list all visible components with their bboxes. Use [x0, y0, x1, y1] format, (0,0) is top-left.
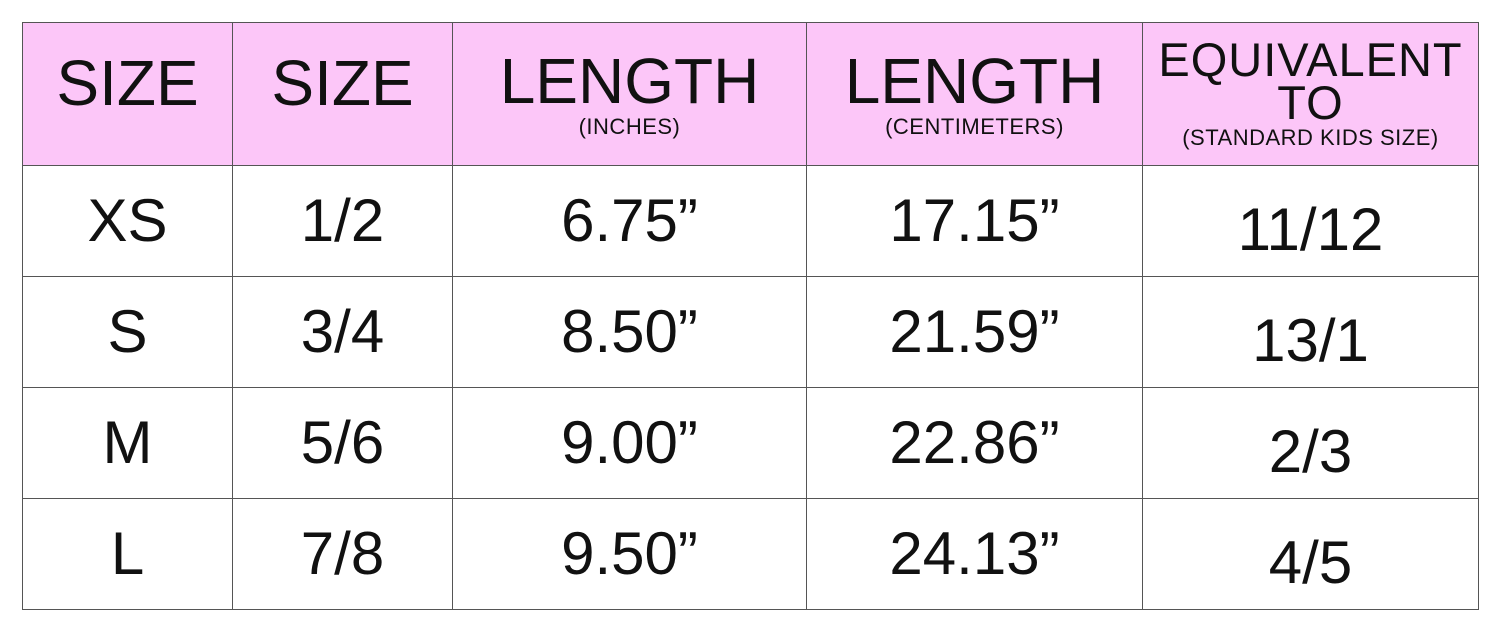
- table-cell: 9.50”: [452, 498, 807, 610]
- header-title: LENGTH: [499, 44, 760, 117]
- cell-value: S: [107, 298, 148, 365]
- table-cell: 3/4: [232, 276, 453, 388]
- cell-value: 9.00”: [561, 409, 698, 476]
- cell-value: 4/5: [1268, 529, 1353, 596]
- cell-value: 6.75”: [561, 187, 698, 254]
- header-cell: SIZE: [22, 22, 233, 166]
- cell-value: 9.50”: [561, 520, 698, 587]
- header-title: LENGTH: [844, 44, 1105, 117]
- header-title: SIZE: [271, 47, 414, 119]
- cell-value: 21.59”: [889, 298, 1060, 365]
- table-cell: 5/6: [232, 387, 453, 499]
- cell-value: 17.15”: [889, 187, 1060, 254]
- header-subtitle: (CENTIMETERS): [885, 113, 1064, 139]
- table-cell: 2/3: [1142, 387, 1479, 499]
- cell-value: 22.86”: [889, 409, 1060, 476]
- table-cell: 6.75”: [452, 165, 807, 277]
- header-cell: LENGTH (CENTIMETERS): [806, 22, 1143, 166]
- cell-value: L: [110, 520, 145, 587]
- table-cell: M: [22, 387, 233, 499]
- table-cell: 13/1: [1142, 276, 1479, 388]
- table-cell: 11/12: [1142, 165, 1479, 277]
- cell-value: 11/12: [1237, 196, 1384, 263]
- header-subtitle: (STANDARD KIDS SIZE): [1182, 125, 1439, 151]
- table-cell: 1/2: [232, 165, 453, 277]
- cell-value: 24.13”: [889, 520, 1060, 587]
- cell-value: M: [102, 409, 153, 476]
- header-cell: EQUIVALENT TO (STANDARD KIDS SIZE): [1142, 22, 1479, 166]
- cell-value: 2/3: [1268, 418, 1353, 485]
- header-title: SIZE: [56, 47, 199, 119]
- header-title: EQUIVALENT TO: [1158, 32, 1463, 129]
- header-subtitle: (INCHES): [578, 113, 681, 139]
- table-cell: 22.86”: [806, 387, 1143, 499]
- cell-value: 8.50”: [561, 298, 698, 365]
- cell-value: 7/8: [300, 520, 385, 587]
- cell-value: 5/6: [300, 409, 385, 476]
- cell-value: 13/1: [1252, 307, 1369, 374]
- table-cell: 7/8: [232, 498, 453, 610]
- table-cell: 24.13”: [806, 498, 1143, 610]
- table-cell: 4/5: [1142, 498, 1479, 610]
- table-cell: L: [22, 498, 233, 610]
- table-cell: XS: [22, 165, 233, 277]
- header-cell: SIZE: [232, 22, 453, 166]
- cell-value: 1/2: [300, 187, 385, 254]
- table-cell: 9.00”: [452, 387, 807, 499]
- cell-value: XS: [87, 187, 168, 254]
- table-cell: 17.15”: [806, 165, 1143, 277]
- header-cell: LENGTH (INCHES): [452, 22, 807, 166]
- table-cell: 21.59”: [806, 276, 1143, 388]
- table-cell: 8.50”: [452, 276, 807, 388]
- cell-value: 3/4: [300, 298, 385, 365]
- table-cell: S: [22, 276, 233, 388]
